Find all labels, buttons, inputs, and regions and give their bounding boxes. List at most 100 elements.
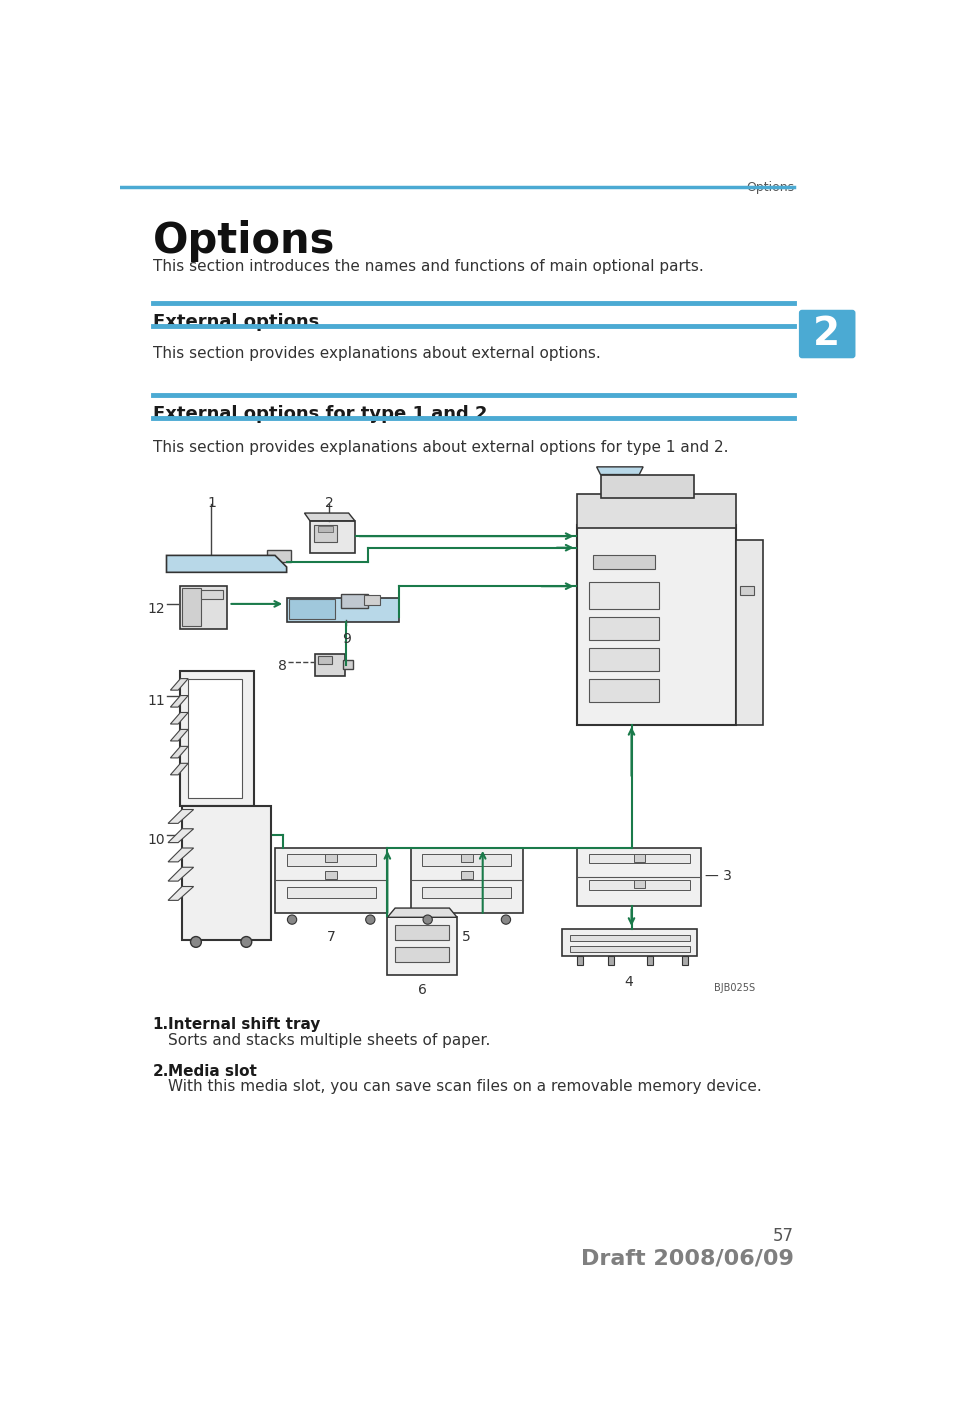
- Circle shape: [501, 914, 511, 924]
- Bar: [601, 474, 693, 497]
- Text: 8: 8: [277, 659, 287, 673]
- Bar: [740, 586, 754, 595]
- Bar: [577, 524, 736, 724]
- Polygon shape: [166, 555, 287, 572]
- Bar: [736, 540, 763, 724]
- Bar: [577, 494, 736, 528]
- Bar: [588, 880, 689, 889]
- Text: Internal shift tray: Internal shift tray: [168, 1017, 321, 1032]
- Polygon shape: [168, 886, 194, 900]
- Bar: [364, 595, 379, 605]
- Bar: [609, 956, 614, 966]
- Bar: [289, 599, 335, 619]
- Text: External options: External options: [153, 312, 319, 331]
- Polygon shape: [596, 467, 643, 474]
- Bar: [588, 648, 659, 670]
- Bar: [182, 805, 271, 940]
- Bar: [314, 524, 337, 541]
- Text: This section provides explanations about external options for type 1 and 2.: This section provides explanations about…: [153, 440, 728, 454]
- FancyBboxPatch shape: [799, 310, 855, 358]
- Polygon shape: [388, 907, 457, 917]
- Text: 4: 4: [625, 976, 634, 990]
- Polygon shape: [170, 764, 188, 775]
- Text: Sorts and stacks multiple sheets of paper.: Sorts and stacks multiple sheets of pape…: [168, 1032, 491, 1048]
- Text: 12: 12: [147, 602, 165, 616]
- Bar: [180, 586, 227, 629]
- Polygon shape: [168, 848, 194, 862]
- Bar: [647, 956, 653, 966]
- Bar: [422, 855, 512, 866]
- Polygon shape: [170, 696, 188, 707]
- Text: 7: 7: [326, 930, 335, 944]
- Bar: [588, 582, 659, 609]
- Bar: [344, 660, 352, 669]
- Text: — 3: — 3: [706, 869, 732, 883]
- Bar: [682, 956, 688, 966]
- Bar: [388, 917, 457, 976]
- Bar: [588, 618, 659, 640]
- Text: External options for type 1 and 2: External options for type 1 and 2: [153, 405, 487, 423]
- Bar: [188, 679, 243, 798]
- Text: Options: Options: [153, 220, 335, 263]
- Bar: [588, 855, 689, 863]
- Polygon shape: [170, 679, 188, 690]
- Circle shape: [366, 914, 375, 924]
- Text: 2: 2: [324, 496, 334, 510]
- Text: This section provides explanations about external options.: This section provides explanations about…: [153, 346, 600, 361]
- Bar: [318, 656, 331, 665]
- Text: This section introduces the names and functions of main optional parts.: This section introduces the names and fu…: [153, 258, 704, 274]
- Bar: [318, 527, 333, 532]
- Bar: [325, 855, 337, 862]
- Text: 10: 10: [147, 832, 165, 846]
- Text: Media slot: Media slot: [168, 1064, 257, 1079]
- Bar: [634, 880, 645, 888]
- Text: Options: Options: [746, 182, 794, 195]
- Bar: [562, 929, 697, 956]
- Polygon shape: [168, 809, 194, 824]
- Text: 2: 2: [813, 315, 840, 354]
- Bar: [325, 870, 337, 879]
- Bar: [180, 670, 254, 805]
- Text: 9: 9: [342, 632, 350, 646]
- Text: 57: 57: [773, 1227, 794, 1245]
- Bar: [287, 855, 375, 866]
- Bar: [202, 591, 223, 599]
- Bar: [267, 550, 291, 561]
- Bar: [461, 855, 472, 862]
- Bar: [461, 870, 472, 879]
- Bar: [287, 598, 399, 622]
- Polygon shape: [168, 868, 194, 880]
- Polygon shape: [170, 713, 188, 724]
- Bar: [577, 848, 701, 906]
- Bar: [634, 855, 645, 862]
- Text: 1.: 1.: [153, 1017, 169, 1032]
- Polygon shape: [170, 730, 188, 741]
- Bar: [182, 588, 202, 626]
- Circle shape: [423, 914, 432, 924]
- Bar: [287, 886, 375, 897]
- Bar: [577, 956, 584, 966]
- Bar: [396, 947, 449, 961]
- Bar: [315, 655, 345, 676]
- Circle shape: [241, 937, 252, 947]
- Bar: [592, 555, 655, 569]
- Text: 1: 1: [207, 496, 216, 510]
- Bar: [422, 886, 512, 897]
- Text: 11: 11: [147, 694, 165, 709]
- Bar: [569, 946, 689, 951]
- Text: 6: 6: [418, 983, 426, 997]
- Circle shape: [190, 937, 202, 947]
- Bar: [275, 848, 388, 913]
- Bar: [588, 679, 659, 701]
- Bar: [341, 594, 368, 608]
- Bar: [569, 934, 689, 941]
- Text: 5: 5: [462, 930, 470, 944]
- Polygon shape: [304, 513, 355, 521]
- Bar: [411, 848, 523, 913]
- Text: With this media slot, you can save scan files on a removable memory device.: With this media slot, you can save scan …: [168, 1079, 762, 1093]
- Bar: [396, 924, 449, 940]
- Bar: [310, 521, 355, 554]
- Polygon shape: [170, 747, 188, 758]
- Polygon shape: [168, 829, 194, 842]
- Circle shape: [287, 914, 297, 924]
